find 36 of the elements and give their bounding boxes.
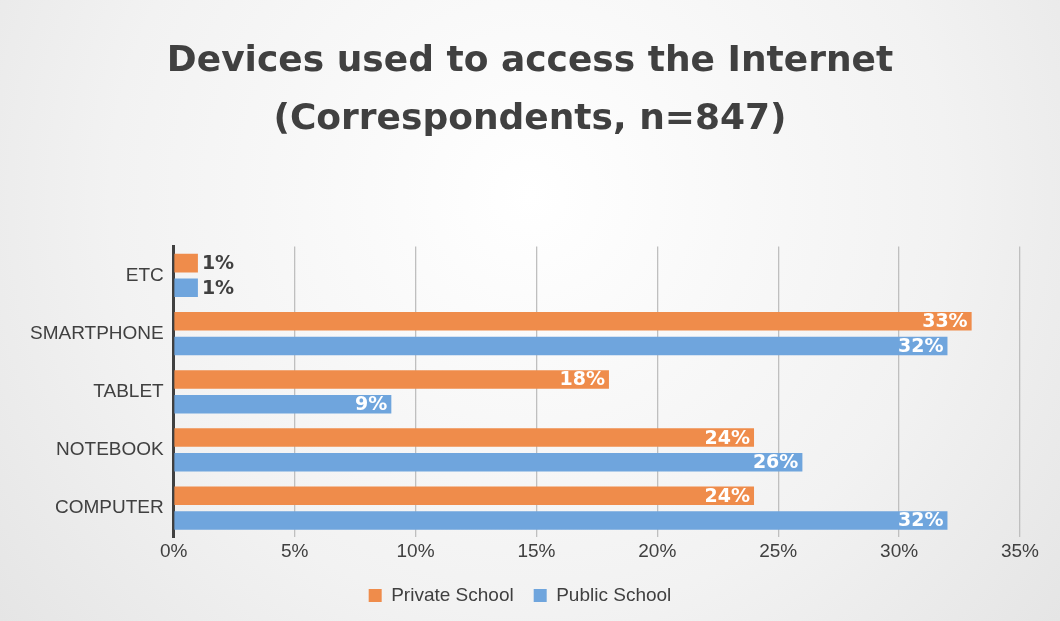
bar <box>174 394 392 414</box>
x-tick-label: 5% <box>280 539 309 561</box>
data-label: 32% <box>897 333 944 356</box>
x-tick-label: 30% <box>880 539 919 561</box>
bar <box>174 312 972 331</box>
data-label: 32% <box>897 508 944 531</box>
chart-title: Devices used to access the Internet (Correspondents, n=847) <box>165 37 895 139</box>
bar <box>174 253 198 273</box>
x-tick-label: 15% <box>517 539 556 561</box>
data-label: 1% <box>201 251 235 274</box>
bar <box>174 370 609 389</box>
bar <box>174 511 948 530</box>
x-tick-label: 35% <box>1000 539 1040 561</box>
legend-label: Private School <box>391 583 514 605</box>
y-tick-label: SMARTPHONE <box>29 321 164 343</box>
data-label: 26% <box>752 450 799 473</box>
data-label: 1% <box>201 275 235 298</box>
y-tick-label: NOTEBOOK <box>56 438 165 460</box>
data-label: 24% <box>704 425 751 448</box>
x-tick-label: 10% <box>396 539 435 561</box>
y-tick-label: COMPUTER <box>54 496 164 518</box>
x-tick-label: 0% <box>159 539 188 561</box>
bar <box>174 486 755 506</box>
data-label: 9% <box>355 392 388 415</box>
y-tick-label: ETC <box>125 263 164 285</box>
bar <box>174 336 948 356</box>
x-tick-label: 20% <box>638 539 677 561</box>
legend-label: Public School <box>556 583 672 605</box>
x-tick-label: 25% <box>759 539 798 561</box>
data-label: 24% <box>704 483 751 506</box>
bar <box>174 278 198 298</box>
bar <box>174 428 755 447</box>
data-label: 18% <box>559 367 605 390</box>
data-label: 33% <box>922 309 968 332</box>
y-tick-label: TABLET <box>93 380 165 402</box>
bar <box>174 453 803 472</box>
